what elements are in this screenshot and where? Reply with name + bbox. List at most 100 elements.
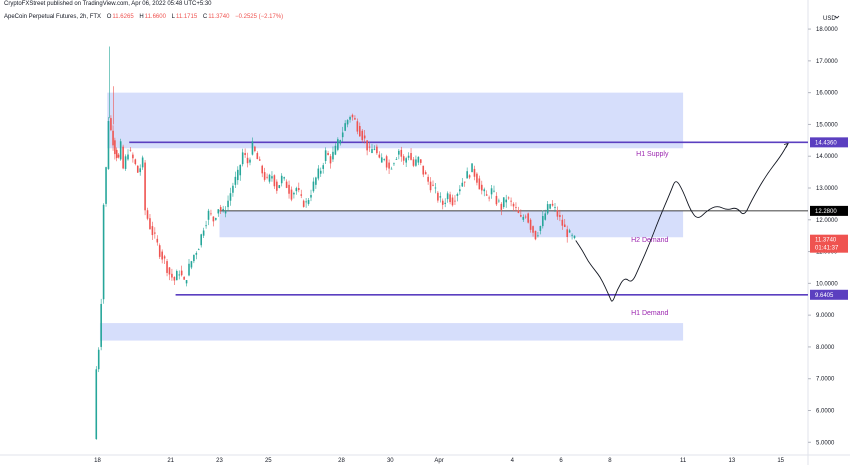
candle-body xyxy=(456,193,459,196)
x-tick-label: 11 xyxy=(680,458,687,464)
candle-body xyxy=(215,218,217,220)
candle-body xyxy=(454,200,456,202)
candle-body xyxy=(332,151,334,160)
candle-body xyxy=(317,168,320,179)
zone-label: H1 Demand xyxy=(631,310,668,317)
x-tick-label: 25 xyxy=(265,458,272,464)
candle-body xyxy=(290,189,293,200)
candle-body xyxy=(324,150,327,161)
candle-body xyxy=(417,156,420,163)
candle-body xyxy=(124,156,127,169)
candle-body xyxy=(173,277,176,281)
candle-body xyxy=(498,200,500,202)
candle-body xyxy=(344,123,346,131)
candle-body xyxy=(451,197,454,206)
candle-body xyxy=(293,192,295,195)
candle-body xyxy=(468,175,471,178)
price-badge-text: 12.2800 xyxy=(815,209,837,215)
candle-body xyxy=(434,187,437,189)
candle-body xyxy=(200,234,202,246)
symbol-ohlc-line: ApeCoin Perpetual Futures, 2h, FTX O11.6… xyxy=(4,14,283,20)
candle-body xyxy=(415,159,417,166)
arrow-head-icon xyxy=(783,142,789,148)
candle-body xyxy=(127,154,129,160)
y-tick-label: 13.0000 xyxy=(816,186,838,192)
price-badge-text: 9.6405 xyxy=(815,293,834,299)
candle-body xyxy=(395,158,398,160)
candle-body xyxy=(141,157,144,168)
candle-body xyxy=(361,130,364,141)
price-badge xyxy=(810,289,848,300)
candle-body xyxy=(129,149,132,151)
candle-body xyxy=(359,126,361,137)
y-tick-label: 18.0000 xyxy=(816,27,838,33)
y-tick-label: 16.0000 xyxy=(816,91,838,97)
x-tick-label: 28 xyxy=(338,458,345,464)
candle-body xyxy=(485,194,488,196)
candle-body xyxy=(300,194,303,196)
candle-body xyxy=(122,146,124,169)
candle-body xyxy=(334,145,337,155)
candle-body xyxy=(171,273,173,278)
candle-body xyxy=(544,213,547,220)
y-tick-label: 6.0000 xyxy=(816,409,835,415)
x-tick-label: Apr xyxy=(434,458,443,464)
candle-body xyxy=(268,174,271,182)
y-tick-label: 8.0000 xyxy=(816,345,835,351)
candle-body xyxy=(237,169,239,181)
candle-body xyxy=(217,209,220,214)
publisher-line: CryptoFXStreet published on TradingView.… xyxy=(4,1,212,7)
candle-body xyxy=(305,201,307,203)
candle-body xyxy=(205,225,207,227)
candle-body xyxy=(261,165,263,174)
candle-body xyxy=(429,181,432,191)
candle-body xyxy=(400,149,403,157)
candle-body xyxy=(117,154,120,158)
candle-body xyxy=(373,148,376,150)
candle-body xyxy=(402,156,405,161)
x-tick-label: 4 xyxy=(511,458,515,464)
candle-body xyxy=(481,184,483,191)
candle-body xyxy=(166,261,168,273)
zone-rect xyxy=(99,323,684,341)
projection-path[interactable] xyxy=(575,143,789,302)
candle-body xyxy=(476,173,478,183)
last-price-badge xyxy=(810,234,848,253)
candle-body xyxy=(115,149,118,159)
candle-body xyxy=(573,235,576,239)
candle-body xyxy=(368,146,371,148)
candle-body xyxy=(283,177,285,179)
candle-body xyxy=(546,204,549,214)
candle-body xyxy=(188,263,190,276)
chevron-down-icon[interactable] xyxy=(834,15,840,19)
candle-body xyxy=(183,277,185,280)
candle-body xyxy=(537,235,539,237)
candle-body xyxy=(134,159,137,165)
candle-body xyxy=(398,150,400,155)
candle-body xyxy=(483,189,486,192)
candle-body xyxy=(222,208,224,211)
candle-body xyxy=(412,159,415,166)
candle-body xyxy=(371,149,373,154)
candle-body xyxy=(256,153,259,160)
candle-body xyxy=(566,229,568,237)
candle-body xyxy=(178,274,181,276)
candle-body xyxy=(219,207,222,211)
symbol-title: ApeCoin Perpetual Futures, 2h, FTX xyxy=(4,14,102,20)
labels: H1 Supply H2 Demand H1 Demand xyxy=(631,151,669,317)
x-tick-label: 15 xyxy=(777,458,784,464)
candle-body xyxy=(466,171,468,179)
candle-body xyxy=(271,176,273,179)
candle-body xyxy=(376,146,378,154)
candle-body xyxy=(493,190,495,192)
candle-body xyxy=(510,200,512,202)
price-badge xyxy=(810,205,848,216)
candle-body xyxy=(180,270,183,276)
candle-body xyxy=(488,197,490,199)
y-tick-label: 15.0000 xyxy=(816,122,838,128)
candle-body xyxy=(136,165,139,173)
candle-body xyxy=(251,141,254,155)
candle-body xyxy=(224,211,227,214)
candle-body xyxy=(307,200,310,204)
